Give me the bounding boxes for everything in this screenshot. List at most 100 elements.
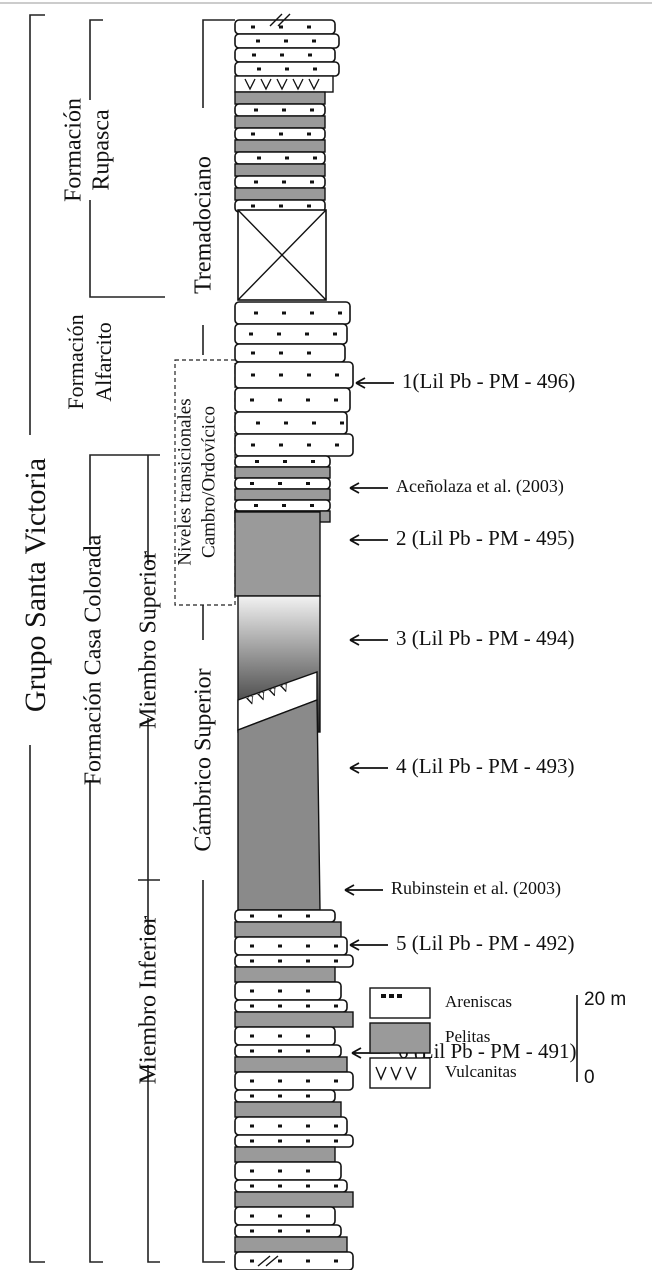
grain <box>251 373 255 377</box>
grain <box>255 460 259 463</box>
grain <box>284 421 288 425</box>
pelite-bed <box>234 187 326 201</box>
legend-box <box>369 1022 431 1054</box>
grain <box>284 39 288 43</box>
sandstone-bed <box>234 455 331 468</box>
pelite-bed <box>234 1146 336 1163</box>
grain <box>282 504 286 507</box>
grain <box>257 67 261 71</box>
scale-bottom: 0 <box>584 1067 595 1088</box>
grain <box>334 959 338 963</box>
grain <box>307 132 311 136</box>
grain <box>335 443 339 447</box>
grain <box>306 1229 310 1233</box>
grain <box>307 443 311 447</box>
pelite-bed <box>234 1236 348 1253</box>
sample-label: 1(Lil Pb - PM - 496) <box>402 369 575 393</box>
grain <box>250 1094 254 1098</box>
grain <box>306 1034 310 1038</box>
grain <box>306 944 310 948</box>
grain <box>250 1169 254 1173</box>
scale-top: 20 m <box>584 989 626 1010</box>
legend-label: Areniscas <box>445 992 512 1011</box>
grain <box>279 443 283 447</box>
sample-label: 2 (Lil Pb - PM - 495) <box>396 526 575 550</box>
grain <box>278 914 282 918</box>
grain <box>381 994 386 998</box>
sample-label: 5 (Lil Pb - PM - 492) <box>396 931 575 955</box>
grain <box>305 332 309 336</box>
pelite-bed <box>234 488 331 501</box>
unit-label: Niveles transicionales <box>174 398 195 565</box>
grain <box>306 1094 310 1098</box>
grain <box>306 1184 310 1188</box>
grain <box>278 1184 282 1188</box>
legend-label: Pelitas <box>445 1027 490 1046</box>
pelite-bed <box>234 139 326 153</box>
grain <box>278 1139 282 1143</box>
unit-label: Grupo Santa Victoria <box>19 458 52 712</box>
grain <box>310 311 314 315</box>
grain <box>278 398 282 402</box>
pelite-bed <box>234 1011 354 1028</box>
grain <box>250 1214 254 1218</box>
grain <box>334 1004 338 1008</box>
grain <box>251 132 255 136</box>
pelite-bed <box>234 91 326 105</box>
grain <box>249 332 253 336</box>
unit-label: Miembro Superior <box>136 551 162 729</box>
sandstone-bed <box>234 47 336 63</box>
unit-label: Alfarcito <box>91 322 116 401</box>
grain <box>307 204 311 208</box>
grain <box>285 67 289 71</box>
grain <box>334 398 338 402</box>
pelite-bed <box>234 466 331 479</box>
volcanic-symbol <box>244 78 320 91</box>
grain <box>257 156 261 160</box>
grain <box>306 914 310 918</box>
grain <box>250 1124 254 1128</box>
grain <box>282 311 286 315</box>
grain <box>306 1079 310 1083</box>
sample-label: 3 (Lil Pb - PM - 494) <box>396 626 575 650</box>
sample-arrow <box>349 634 388 646</box>
volcanic-symbol <box>375 1066 417 1081</box>
sample-label: Aceñolaza et al. (2003) <box>396 476 564 497</box>
grain <box>306 959 310 963</box>
grain <box>279 351 283 355</box>
grain <box>278 1094 282 1098</box>
grain <box>250 1079 254 1083</box>
grain <box>254 311 258 315</box>
pelite-bed <box>234 115 326 129</box>
sample-label: Rubinstein et al. (2003) <box>391 878 561 899</box>
unit-label: Rupasca <box>89 109 115 191</box>
grain <box>250 944 254 948</box>
sample-arrow <box>349 939 388 951</box>
grain <box>311 460 315 463</box>
column: v v v v <box>234 13 354 1270</box>
sample-arrow <box>349 482 388 494</box>
legend-box <box>369 1057 431 1089</box>
grain <box>250 1034 254 1038</box>
grain <box>250 914 254 918</box>
grain <box>306 1139 310 1143</box>
grain <box>251 351 255 355</box>
grain <box>334 1124 338 1128</box>
pelite-bed <box>234 1056 348 1073</box>
grain <box>254 108 258 112</box>
grain <box>251 25 255 29</box>
grain <box>250 1184 254 1188</box>
grain <box>278 959 282 963</box>
grain <box>333 332 337 336</box>
grain <box>307 25 311 29</box>
sandstone-bed <box>234 477 331 490</box>
grain <box>278 482 282 485</box>
unit-label: Tremadociano <box>191 156 217 294</box>
grain <box>308 53 312 57</box>
grain <box>334 944 338 948</box>
sandstone-bed <box>234 411 348 435</box>
grain <box>278 1004 282 1008</box>
grain <box>312 421 316 425</box>
grain <box>306 482 310 485</box>
